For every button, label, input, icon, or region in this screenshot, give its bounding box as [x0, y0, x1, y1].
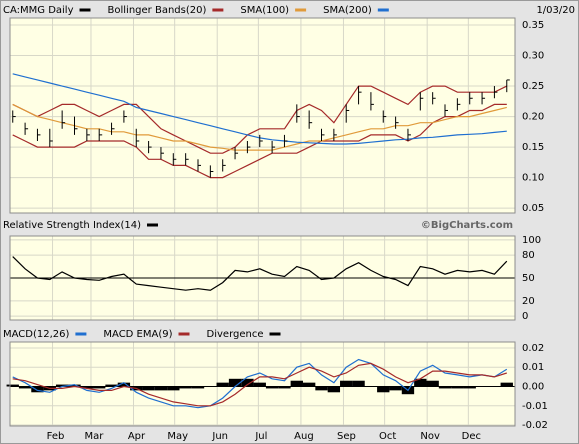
divergence-bar [216, 382, 229, 387]
x-tick-label: Sep [337, 431, 356, 442]
y-tick-label: 0.25 [522, 81, 544, 92]
divergence-bar [290, 380, 303, 387]
legend-label: SMA(100) [240, 5, 289, 16]
divergence-bar [340, 380, 353, 387]
y-tick-label: 0.02 [522, 343, 544, 354]
bollinger-lower [12, 103, 507, 179]
plot-frame [9, 17, 516, 214]
chart-date: 1/03/20 [536, 5, 575, 16]
divergence-bar [327, 386, 341, 393]
divergence-bar [167, 386, 180, 391]
divergence-bar [253, 382, 266, 387]
divergence-bar [451, 386, 464, 389]
x-tick-label: Jul [254, 431, 267, 442]
divergence-bar [6, 384, 19, 387]
divergence-bar [414, 378, 427, 387]
x-tick-label: Apr [128, 431, 146, 442]
y-tick-label: -0.01 [522, 401, 548, 412]
x-tick-label: Dec [462, 431, 481, 442]
legend-label: CA:MMG Daily [3, 5, 74, 16]
divergence-bar [68, 384, 81, 387]
divergence-bar [302, 382, 316, 387]
divergence-bar [241, 378, 254, 387]
y-tick-label: 0.20 [522, 112, 544, 123]
x-tick-label: Feb [47, 431, 65, 442]
divergence-bar [105, 384, 118, 387]
legend-label: Bollinger Bands(20) [108, 5, 207, 16]
legend-label: Divergence [207, 329, 264, 340]
legend-label: MACD(12,26) [3, 329, 70, 340]
y-tick-label: 0.30 [522, 51, 544, 62]
y-tick-label: 0.05 [522, 203, 544, 214]
divergence-bar [191, 386, 205, 389]
divergence-bar [352, 380, 365, 387]
macd-line [12, 358, 508, 409]
rsi-line [12, 256, 508, 291]
divergence-bar [438, 386, 452, 389]
divergence-bar [228, 378, 242, 387]
divergence-bar [500, 382, 513, 387]
y-tick-label: 0.00 [522, 382, 544, 393]
x-tick-label: Nov [420, 431, 440, 442]
divergence-bar [80, 386, 94, 389]
divergence-bar [463, 386, 476, 389]
credit: ©BigCharts.com [421, 220, 513, 231]
plot-area [9, 17, 516, 214]
plot-frame [9, 235, 516, 321]
divergence-bar [389, 386, 402, 391]
divergence-bar [179, 386, 192, 389]
x-tick-label: May [167, 431, 188, 442]
divergence-bar [377, 386, 390, 393]
x-tick-label: Aug [294, 431, 314, 442]
y-tick-label: 0.01 [522, 362, 544, 373]
y-tick-label: 20 [522, 296, 535, 307]
y-tick-label: 0.10 [522, 173, 544, 184]
x-tick-label: Jun [211, 431, 228, 442]
legend-label: MACD EMA(9) [103, 329, 172, 340]
divergence-bar [315, 386, 328, 391]
legend-label: Relative Strength Index(14) [3, 220, 141, 231]
y-tick-label: 0.35 [522, 20, 544, 31]
divergence-bar [117, 382, 131, 387]
divergence-bar [31, 386, 44, 393]
macd-line [12, 362, 507, 407]
divergence-bar [265, 386, 279, 389]
divergence-bar [18, 386, 32, 389]
y-tick-label: 100 [522, 235, 541, 246]
divergence-bar [55, 384, 69, 387]
sma-line [12, 103, 507, 151]
y-tick-label: 0.15 [522, 142, 544, 153]
y-tick-label: 0 [522, 311, 528, 322]
divergence-bar [142, 386, 155, 391]
plot-frame [9, 341, 516, 427]
divergence-bar [426, 380, 439, 387]
legend-label: SMA(200) [323, 5, 372, 16]
bollinger-upper [12, 85, 508, 154]
divergence-bar [154, 386, 168, 391]
y-tick-label: 50 [522, 273, 535, 284]
x-tick-label: Oct [379, 431, 396, 442]
y-tick-label: -0.02 [522, 420, 548, 431]
x-tick-label: Mar [85, 431, 105, 442]
y-tick-label: 80 [522, 250, 535, 261]
divergence-bar [278, 386, 291, 389]
divergence-bar [93, 386, 106, 389]
